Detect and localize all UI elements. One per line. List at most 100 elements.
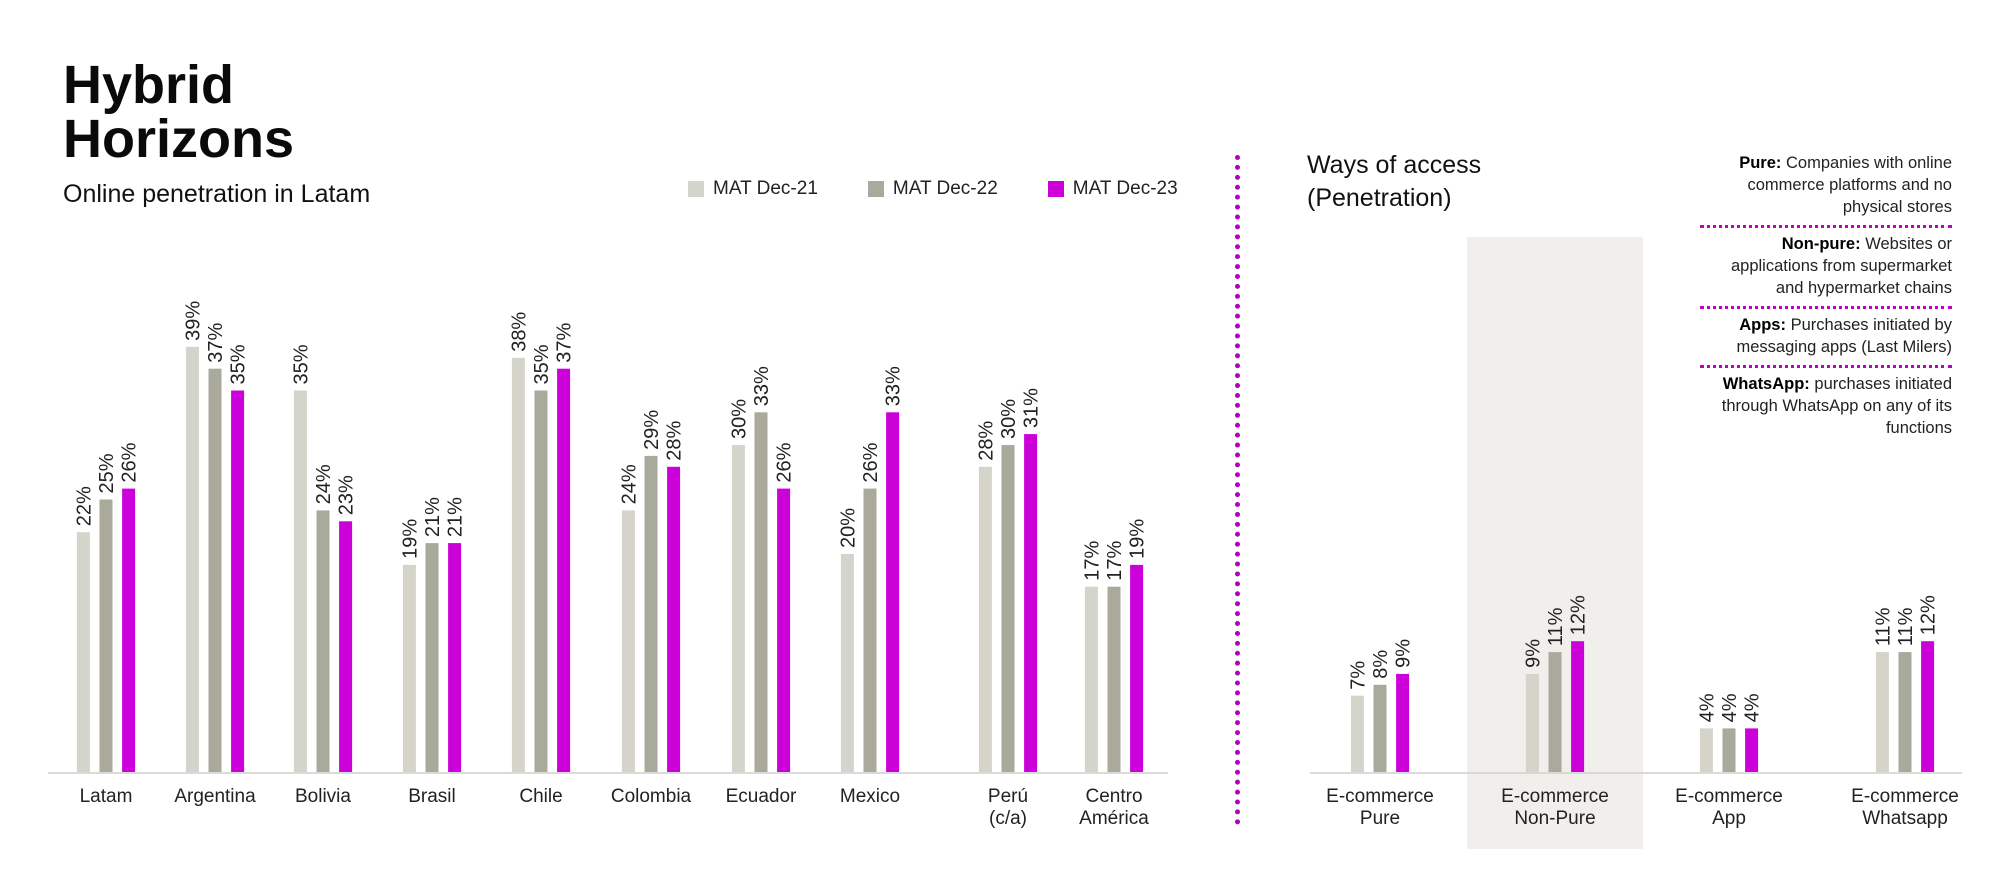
latam-chart-data-label: 37% (554, 322, 576, 362)
note-text: purchases initiated through WhatsApp on … (1721, 375, 1952, 437)
latam-chart-bar-brasil-mat-dec-23 (448, 543, 462, 772)
latam-chart-data-label: 35% (228, 344, 250, 384)
latam-chart-data-label: 33% (883, 366, 905, 406)
latam-chart-bar-perú-mat-dec-23 (1024, 434, 1038, 772)
latam-chart-data-label: 38% (508, 312, 530, 352)
access-chart-data-label: 11% (1895, 607, 1917, 646)
note-text: Companies with online commerce platforms… (1747, 154, 1952, 216)
latam-chart-tick-label-line: Colombia (611, 786, 692, 807)
latam-chart-data-label: 24% (618, 464, 640, 504)
access-chart-bar-e-commerce-mat-dec-23 (1921, 641, 1935, 772)
latam-chart-data-label: 19% (1127, 519, 1149, 559)
latam-chart-tick-label-line: Argentina (174, 786, 256, 807)
note-non-pure: Non-pure: Websites or applications from … (1700, 225, 1952, 306)
panel-divider (1235, 155, 1240, 825)
access-chart-tick-label-line: E-commerce (1851, 786, 1959, 807)
chart-legend: MAT Dec-21 MAT Dec-22 MAT Dec-23 (688, 178, 1178, 200)
access-chart-bar-e-commerce-mat-dec-23 (1745, 728, 1759, 772)
latam-chart-tick-label: Chile (519, 786, 562, 807)
latam-chart-data-label: 26% (119, 442, 141, 482)
latam-chart-bar-colombia-mat-dec-23 (667, 466, 681, 772)
latam-chart-bar-centro-mat-dec-23 (1130, 564, 1144, 772)
access-chart-tick-label: E-commerce Pure (1326, 786, 1434, 829)
note-whatsapp: WhatsApp: purchases initiated through Wh… (1700, 365, 1952, 446)
latam-chart-bar-argentina-mat-dec-23 (231, 390, 245, 772)
latam-chart-tick-label: Ecuador (726, 786, 797, 807)
latam-chart-tick-label-line: Perú (988, 786, 1028, 807)
access-chart-data-label: 9% (1393, 639, 1415, 668)
latam-chart-tick-label: Mexico (840, 786, 900, 807)
access-chart-bar-e-commerce-mat-dec-21 (1699, 728, 1713, 772)
chart-subtitle: Online penetration in Latam (63, 180, 371, 208)
latam-chart-bar-centro-mat-dec-21 (1084, 586, 1098, 772)
legend-item-dec21: MAT Dec-21 (688, 178, 818, 200)
legend-item-dec23: MAT Dec-23 (1047, 178, 1178, 200)
latam-chart-bar-brasil-mat-dec-21 (402, 564, 416, 772)
access-chart-bar-e-commerce-mat-dec-23 (1571, 641, 1585, 772)
legend-item-dec22: MAT Dec-22 (867, 178, 998, 200)
latam-chart-bar-centro-mat-dec-22 (1107, 586, 1121, 772)
access-chart-bar-e-commerce-mat-dec-22 (1373, 684, 1387, 772)
latam-chart-tick-label-line: Bolivia (295, 786, 351, 807)
latam-chart-bar-mexico-mat-dec-21 (840, 554, 854, 772)
legend-label-dec23: MAT Dec-23 (1072, 178, 1178, 199)
latam-chart-tick-label: Centro América (1079, 786, 1149, 829)
note-term: WhatsApp: (1722, 375, 1810, 393)
note-text: Purchases initiated by messaging apps (L… (1736, 316, 1953, 356)
latam-chart-tick-label-line: Chile (519, 786, 562, 807)
latam-chart-data-label: 28% (975, 421, 997, 461)
latam-chart-tick-label-line: América (1079, 808, 1149, 829)
note-term: Apps: (1739, 316, 1786, 334)
latam-chart-bar-latam-mat-dec-22 (99, 499, 113, 772)
latam-chart-data-label: 21% (445, 497, 467, 537)
page-title: Hybrid Horizons (63, 55, 295, 169)
latam-chart-data-label: 25% (96, 453, 118, 493)
access-chart-bar-e-commerce-mat-dec-21 (1525, 673, 1539, 772)
latam-chart-bar-chile-mat-dec-22 (534, 390, 548, 772)
access-chart-tick-label-line: App (1712, 808, 1746, 829)
legend-label-dec21: MAT Dec-21 (713, 178, 818, 199)
latam-chart-bar-bolivia-mat-dec-23 (339, 521, 353, 772)
access-chart-data-label: 12% (1568, 595, 1590, 635)
access-chart-tick-label: E-commerce Whatsapp (1851, 786, 1959, 829)
latam-chart-bar-argentina-mat-dec-22 (208, 368, 222, 772)
latam-chart-tick-label: Latam (80, 786, 133, 807)
access-chart-data-label: 4% (1696, 693, 1718, 722)
latam-chart-data-label: 19% (399, 519, 421, 559)
access-chart-bar-e-commerce-mat-dec-22 (1722, 728, 1736, 772)
access-chart-tick-label: E-commerce Non-Pure (1501, 786, 1609, 829)
latam-chart-bar-brasil-mat-dec-22 (425, 543, 439, 772)
legend-label-dec22: MAT Dec-22 (892, 178, 998, 199)
access-chart-tick-label-line: Whatsapp (1862, 808, 1948, 829)
latam-chart-tick-label-line: Centro (1085, 786, 1142, 807)
access-chart-data-label: 4% (1742, 693, 1764, 722)
latam-chart-data-label: 17% (1081, 540, 1103, 580)
latam-chart-tick-label: Argentina (174, 786, 256, 807)
note-term: Non-pure: (1781, 235, 1861, 253)
latam-chart-tick-label-line: Brasil (408, 786, 456, 807)
latam-chart-data-label: 30% (728, 399, 750, 439)
latam-chart-data-label: 35% (290, 344, 312, 384)
latam-chart-bar-chile-mat-dec-23 (557, 368, 571, 772)
access-chart-tick-label: E-commerce App (1675, 786, 1783, 829)
latam-chart-data-label: 30% (998, 399, 1020, 439)
access-chart-data-label: 9% (1522, 639, 1544, 668)
latam-chart-bar-mexico-mat-dec-23 (886, 412, 900, 772)
latam-chart-bar-latam-mat-dec-23 (122, 488, 136, 772)
latam-chart-data-label: 17% (1104, 540, 1126, 580)
access-chart-data-label: 7% (1347, 661, 1369, 690)
access-chart-bar-e-commerce-mat-dec-21 (1875, 652, 1889, 772)
note-text: Websites or applications from supermarke… (1730, 235, 1952, 297)
access-chart-tick-label-line: Pure (1360, 808, 1400, 829)
access-chart-data-label: 4% (1719, 693, 1741, 722)
latam-chart-bar-ecuador-mat-dec-23 (777, 488, 791, 772)
latam-chart-bar-latam-mat-dec-21 (76, 532, 90, 772)
latam-chart-data-label: 24% (313, 464, 335, 504)
latam-chart-data-label: 31% (1021, 388, 1043, 428)
note-apps: Apps: Purchases initiated by messaging a… (1700, 306, 1952, 365)
latam-chart-data-label: 37% (205, 322, 227, 362)
latam-chart-data-label: 26% (860, 442, 882, 482)
definitions-notes: Pure: Companies with online commerce pla… (1700, 150, 1952, 446)
latam-chart-bar-chile-mat-dec-21 (511, 357, 525, 772)
latam-chart-data-label: 21% (422, 497, 444, 537)
